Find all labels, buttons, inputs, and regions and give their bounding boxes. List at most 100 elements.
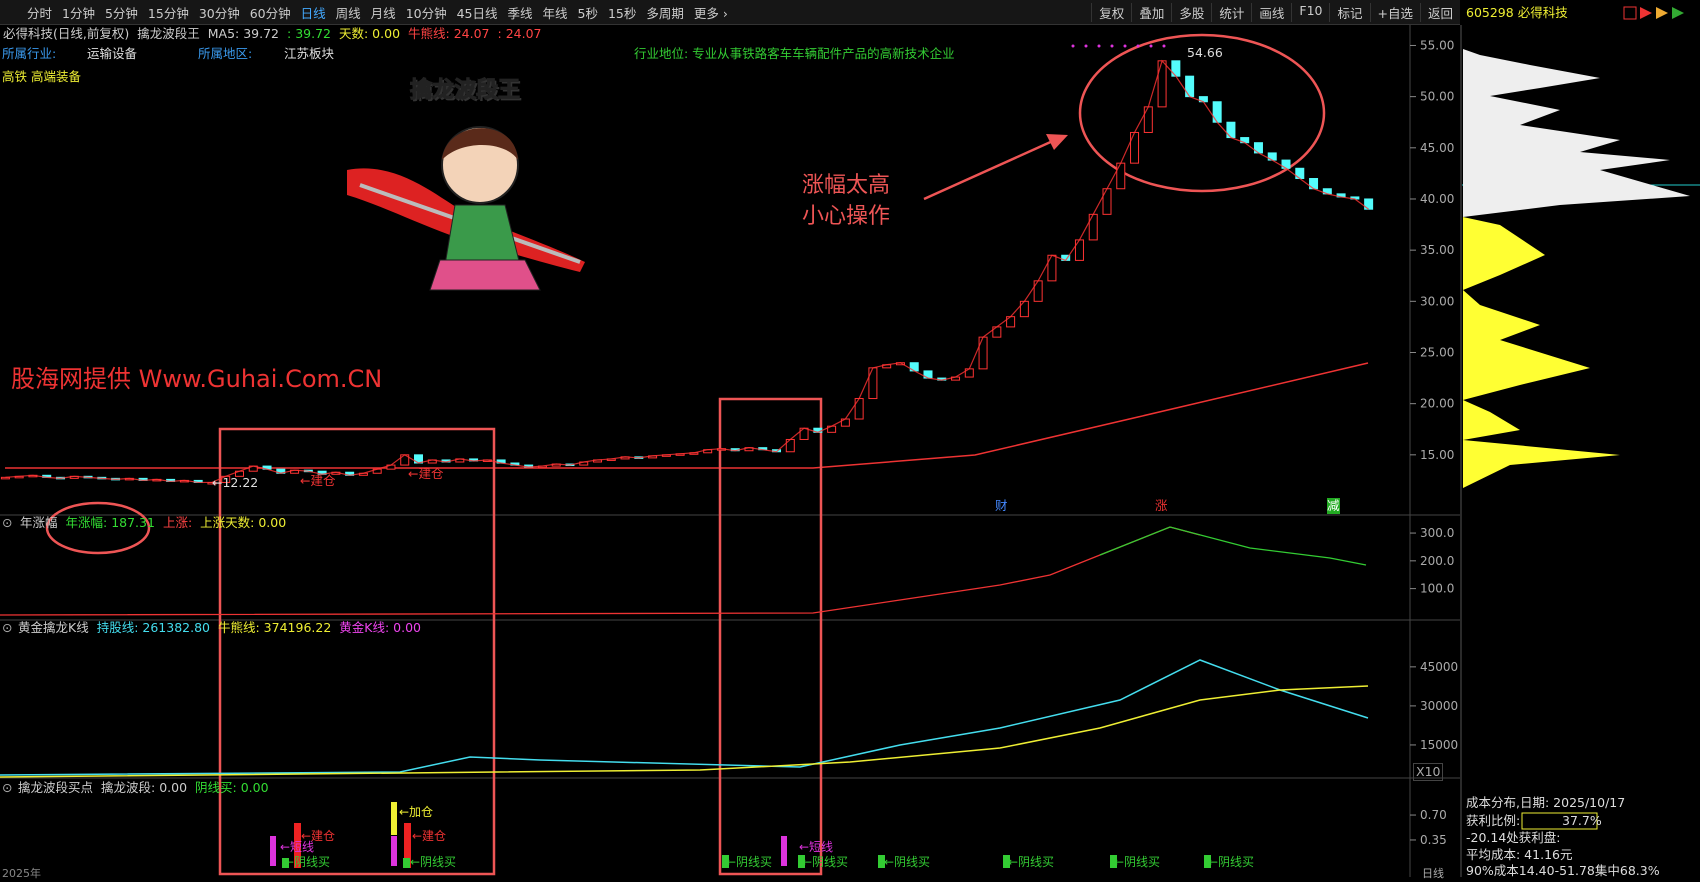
y-tick-label: 45.00 [1420,141,1454,155]
tool-button[interactable]: 统计 [1211,2,1251,22]
signal-label: ←阴线买 [410,855,457,869]
candle [1143,106,1153,133]
period-tab[interactable]: 分时 [27,5,53,21]
candle [1102,188,1112,215]
header-item: 黄金K线: 0.00 [339,620,422,635]
tool-button[interactable]: 多股 [1171,2,1211,22]
candle [1185,75,1195,98]
header-item: 擒龙波段买点 [18,780,94,795]
header-item: 上涨天数: 0.00 [200,515,287,530]
period-tab[interactable]: 45日线 [456,5,498,21]
label: 所属行业: [2,46,57,61]
signal-label: ←阴线买 [1208,855,1255,869]
value: 行业地位: 专业从事铁路客车车辆配件产品的高新技术企业 [634,46,955,61]
signal-label: ←阴线买 [884,855,931,869]
y-tick-label: 30.00 [1420,294,1454,308]
header-item: 黄金擒龙K线 [18,620,89,635]
holding-line [0,659,1369,776]
flags [1623,6,1684,20]
header-item: : 39.72 [287,26,331,41]
period-tab[interactable]: 60分钟 [249,5,291,21]
label: 所属地区: [198,46,253,61]
buy-bars [270,802,1211,868]
y-tick-label: 50.00 [1420,90,1454,104]
tool-button[interactable]: 返回 [1419,2,1460,22]
period-tab[interactable]: 周线 [335,5,361,21]
header-item: 牛熊线: 24.07 [408,26,490,41]
y-tick-label: 20.00 [1420,397,1454,411]
signal-label: ←阴线买 [726,855,773,869]
candle [978,336,988,370]
header-item: 擒龙波段王 [137,26,200,41]
period-tab[interactable]: 更多 › [693,5,728,21]
yearly-line [0,526,1201,616]
header-item: 天数: 0.00 [339,26,401,41]
signal-label: ←建仓 [408,466,444,481]
y-tick-label: 30000 [1420,699,1458,713]
tool-button[interactable]: F10 [1291,2,1329,22]
profit-box [1521,812,1598,830]
value: 江苏板块 [284,46,335,61]
signal-label: ←阴线买 [284,855,331,869]
tool-button[interactable]: 复权 [1091,2,1131,22]
candle [1130,131,1140,164]
tool-button[interactable]: +自选 [1369,2,1420,22]
y-tick-label: 100.0 [1420,582,1454,596]
event-marker: 财 [995,498,1008,513]
y-tick-label: 25.00 [1420,345,1454,359]
chip-text: 90%成本14.40-51.78集中68.3% [1466,863,1660,878]
candle [1088,213,1098,241]
signal-label: ←建仓 [300,473,336,488]
period-tab[interactable]: 15秒 [607,5,637,21]
chip-loss [1463,217,1620,488]
period-tab[interactable]: 日线 [300,5,326,21]
tool-buttons: 复权 叠加 多股 统计 画线 F10 标记 +自选 返回 [1091,2,1460,22]
candle [1157,60,1167,108]
y-tick-label: 15000 [1420,738,1458,752]
header-item: 必得科技(日线,前复权) [3,26,130,41]
header-item: 年涨幅: 187.31 [65,515,155,530]
event-marker: 减 [1327,498,1340,514]
cartoon [347,126,585,291]
candle [1074,239,1084,261]
y-tick-label: 15.00 [1420,448,1454,462]
panel-icon: ⊙ [2,780,13,795]
candle [1212,101,1222,123]
signal-label: ←加仓 [399,805,434,819]
period-tab[interactable]: 5秒 [577,5,598,21]
tool-button[interactable]: 标记 [1329,2,1369,22]
header-item: : 24.07 [497,26,542,41]
chip-title: 成本分布,日期: 2025/10/17 [1466,795,1626,810]
y-tick-label: 0.35 [1420,833,1447,847]
highlight-circle [1078,33,1326,193]
value: 运输设备 [87,46,138,61]
tool-button[interactable]: 叠加 [1131,2,1171,22]
candle [1047,254,1057,282]
period-tab[interactable]: 5分钟 [104,5,138,21]
period-tab[interactable]: 季线 [507,5,533,21]
highlight-circle [45,501,151,555]
gold-line [0,685,1369,778]
period-tab[interactable]: 1分钟 [62,5,95,21]
period-tab[interactable]: 30分钟 [198,5,240,21]
y-tick-label: 300.0 [1420,526,1454,540]
period-tab[interactable]: 多周期 [646,5,684,21]
signal-label: ←建仓 [412,829,447,843]
y-tick-label: 200.0 [1420,554,1454,568]
header-item: 擒龙波段: 0.00 [101,780,188,795]
y-tick-label: 35.00 [1420,243,1454,257]
panel-icon: ⊙ [2,515,13,530]
chart-header: 必得科技(日线,前复权) 擒龙波段王 MA5: 39.72: 39.72 天数: 0.… [3,26,550,42]
period-tab[interactable]: 月线 [370,5,396,21]
period-tab[interactable]: 15分钟 [147,5,189,21]
period-tab[interactable]: 年线 [542,5,568,21]
panel-header: 擒龙波段买点 擒龙波段: 0.00 阴线买: 0.00 [18,780,277,796]
chip-value: 37.7% [1562,813,1602,828]
warning: 涨幅太高 [802,173,891,198]
header-item: 牛熊线: 374196.22 [218,620,332,635]
period-tab[interactable]: 10分钟 [405,5,447,21]
event-marker: 涨 [1155,498,1168,513]
price-line [5,59,1369,484]
tool-button[interactable]: 画线 [1251,2,1291,22]
